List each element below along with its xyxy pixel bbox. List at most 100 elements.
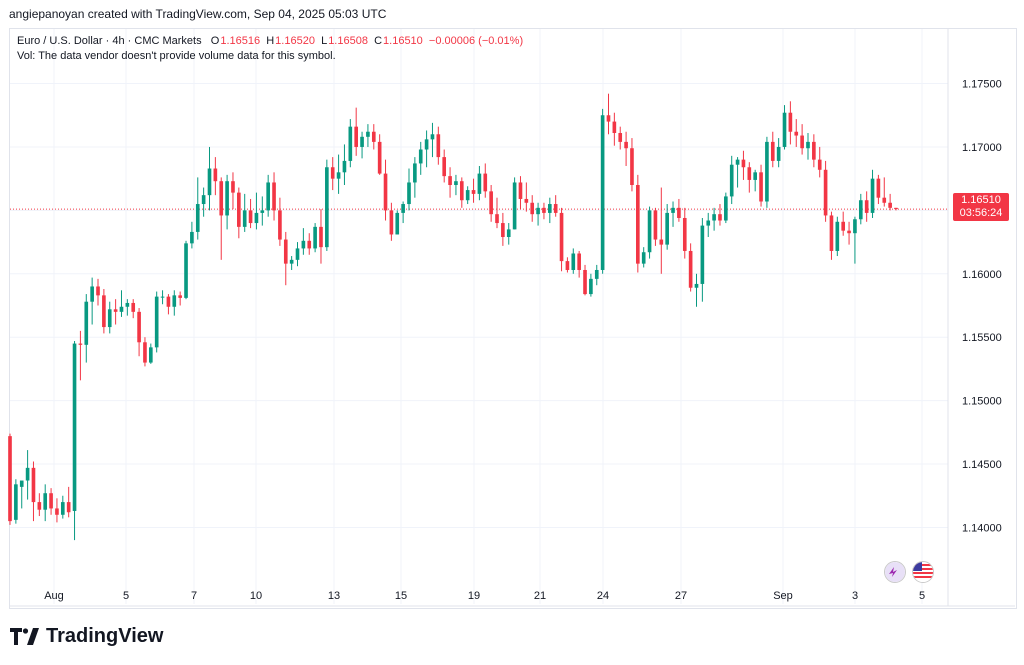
- x-tick-label: 13: [328, 590, 340, 602]
- tradingview-logo-icon: [10, 627, 39, 645]
- candle-body: [19, 480, 24, 487]
- candle-body: [512, 182, 517, 230]
- candle-body: [694, 283, 699, 288]
- candle-body: [366, 131, 370, 137]
- candle-body: [665, 212, 669, 245]
- x-tick-label: 10: [250, 590, 262, 602]
- candle-body: [729, 164, 734, 197]
- x-tick-label: 27: [675, 590, 687, 602]
- candle-body: [600, 115, 605, 270]
- us-flag-icon[interactable]: [912, 561, 934, 583]
- candle-body: [119, 306, 124, 312]
- candle-body: [231, 181, 235, 193]
- candle-body: [383, 173, 388, 211]
- candle-body: [759, 172, 763, 202]
- candle-body: [835, 221, 840, 251]
- candle-body: [237, 192, 241, 227]
- candle-body: [113, 309, 118, 312]
- x-tick-label: 3: [852, 590, 858, 602]
- candle-body: [371, 131, 376, 142]
- candle-body: [201, 195, 206, 205]
- candle-body: [348, 126, 353, 161]
- candle-body: [213, 168, 218, 182]
- candle-body: [471, 190, 476, 194]
- candle-body: [225, 181, 229, 216]
- candle-body: [459, 181, 464, 201]
- candle-body: [160, 296, 165, 298]
- candle-body: [418, 149, 423, 164]
- candle-body: [301, 240, 306, 249]
- candle-body: [190, 231, 194, 244]
- candle-body: [565, 261, 570, 270]
- candle-body: [735, 159, 740, 165]
- x-tick-label: Sep: [773, 590, 793, 602]
- high-label: H: [266, 35, 275, 47]
- candle-body: [242, 210, 247, 227]
- candle-body: [806, 141, 810, 149]
- open-value: 1.16516: [220, 35, 261, 47]
- candle-body: [800, 135, 804, 149]
- candle-body: [530, 202, 535, 215]
- candle-body: [278, 210, 282, 240]
- candle-body: [618, 133, 623, 142]
- candle-body: [606, 115, 611, 122]
- last-price-value: 1.16510: [961, 194, 1001, 206]
- candle-body: [636, 185, 640, 264]
- candle-body: [149, 347, 153, 363]
- candle-body: [266, 182, 270, 211]
- candle-body: [841, 221, 846, 231]
- chart-frame[interactable]: [9, 28, 1017, 609]
- candle-body: [219, 181, 224, 216]
- open-label: O: [210, 35, 220, 47]
- candle-body: [172, 295, 177, 307]
- candle-body: [207, 168, 212, 196]
- tradingview-logo[interactable]: TradingView: [10, 625, 163, 648]
- candle-body: [448, 176, 452, 186]
- candle-body: [571, 253, 576, 270]
- candle-body: [823, 169, 828, 216]
- candle-body: [131, 302, 136, 312]
- candle-body: [178, 295, 182, 298]
- ohlc-legend: Euro / U.S. Dollar · 4h · CMC Markets O1…: [17, 34, 523, 49]
- candle-body: [37, 502, 42, 510]
- x-tick-label: Aug: [44, 590, 64, 602]
- candle-body: [677, 207, 681, 218]
- logo-text: TradingView: [46, 625, 164, 647]
- candle-body: [518, 182, 523, 199]
- bar-countdown: 03:56:24: [959, 207, 1003, 219]
- candle-body: [688, 250, 693, 288]
- candle-body: [489, 191, 493, 215]
- symbol-title[interactable]: Euro / U.S. Dollar · 4h · CMC Markets: [17, 35, 202, 47]
- candle-body: [49, 493, 53, 509]
- candle-body: [413, 163, 417, 183]
- candle-body: [706, 220, 711, 226]
- candle-body: [254, 212, 259, 224]
- close-value: 1.16510: [383, 35, 423, 47]
- eu-flag-icon[interactable]: [884, 561, 906, 583]
- candle-body: [794, 131, 799, 136]
- candle-body: [313, 226, 317, 249]
- y-tick-label: 1.17500: [962, 79, 1002, 91]
- candle-body: [90, 286, 94, 302]
- y-tick-label: 1.16000: [962, 269, 1002, 281]
- candle-body: [812, 141, 816, 160]
- y-tick-label: 1.15500: [962, 332, 1002, 344]
- candle-body: [389, 210, 394, 235]
- change-value: −0.00006 (−0.01%): [428, 35, 524, 47]
- x-tick-label: 21: [534, 590, 546, 602]
- candle-body: [594, 269, 599, 279]
- candle-body: [342, 160, 347, 173]
- candle-body: [776, 146, 781, 161]
- candle-body: [483, 173, 488, 192]
- candle-body: [888, 202, 892, 208]
- candle-body: [407, 182, 411, 205]
- candle-body: [641, 252, 646, 264]
- candle-body: [166, 296, 171, 307]
- candle-body: [143, 342, 147, 363]
- candle-body: [72, 343, 77, 511]
- candle-body: [612, 121, 617, 134]
- candle-body: [195, 204, 200, 232]
- candle-body: [624, 141, 628, 149]
- candle-body: [154, 296, 159, 348]
